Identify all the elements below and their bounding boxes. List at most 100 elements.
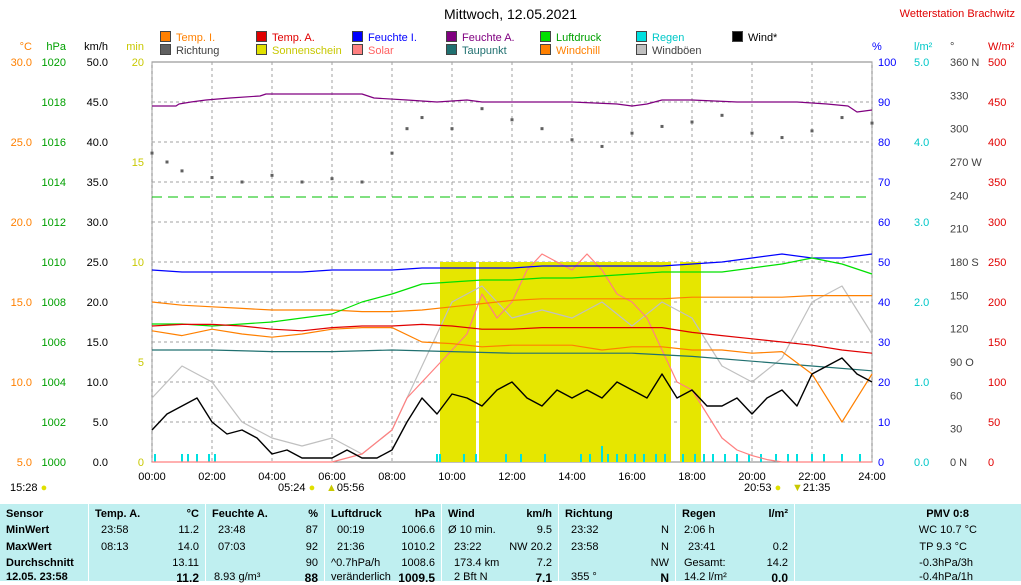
legend-item-gusts: Windböen	[636, 44, 702, 57]
axis-tick-temp: 30.0	[11, 57, 32, 69]
rain-bar	[682, 454, 684, 462]
x-tick-label: 04:00	[258, 471, 286, 483]
axis-tick-wind: 20.0	[87, 297, 108, 309]
rain-bar	[664, 454, 666, 462]
direction-point	[570, 138, 574, 142]
rain-bar	[712, 454, 714, 462]
axis-tick-wind: 45.0	[87, 97, 108, 109]
rain-bar	[214, 454, 216, 462]
axis-tick-temp: 15.0	[11, 297, 32, 309]
axis-tick-sunshine: 20	[132, 57, 144, 69]
direction-point	[360, 180, 364, 184]
rain-bar	[643, 454, 645, 462]
direction-point	[180, 169, 184, 173]
rain-bar	[181, 454, 183, 462]
legend-item-temp-outdoor: Temp. A.	[256, 31, 315, 44]
direction-point	[165, 160, 169, 164]
series-line-solar	[152, 253, 872, 463]
sunshine-block	[479, 262, 671, 462]
stats-col-wind: Wind km/h Ø 10 min. 9.5 23:22 NW 20.2 173.4…	[442, 504, 559, 585]
chart-title: Mittwoch, 12.05.2021	[443, 6, 578, 22]
axis-unit-direction: °	[950, 41, 954, 53]
axis-tick-pressure: 1000	[42, 457, 66, 469]
series-line-feuchte-a-	[152, 93, 873, 113]
axis-tick-direction: 60	[950, 390, 962, 402]
axis-tick-direction: 210	[950, 224, 968, 236]
axis-tick-solar: 300	[988, 217, 1006, 229]
rain-bar	[601, 446, 603, 462]
axis-tick-pressure: 1018	[42, 97, 66, 109]
rain-bar	[439, 454, 441, 462]
axis-tick-humidity: 80	[878, 137, 890, 149]
rain-bar	[724, 454, 726, 462]
axis-tick-solar: 450	[988, 97, 1006, 109]
axis-tick-rain: 1.0	[914, 377, 929, 389]
direction-point	[480, 107, 484, 111]
series-line-taupunkt	[152, 349, 873, 372]
stats-col-temp: Temp. A. °C 23:58 11.2 08:13 14.0 13.11 11.…	[89, 504, 206, 585]
rain-bar	[544, 454, 546, 462]
weather-chart: 00:00 02:00 04:00 06:00 08:00 10:00 12:00 14:00…	[11, 41, 1015, 483]
axis-unit-solar: W/m²	[988, 41, 1015, 53]
series-line-feuchte-i-	[151, 253, 873, 273]
axis-tick-solar: 500	[988, 57, 1006, 69]
rain-bar	[589, 454, 591, 462]
axis-tick-rain: 0.0	[914, 457, 929, 469]
legend-item-solar: Solar	[352, 44, 394, 57]
axis-unit-wind: km/h	[84, 41, 108, 53]
axis-tick-wind: 25.0	[87, 257, 108, 269]
direction-point	[330, 177, 334, 181]
direction-point	[750, 131, 754, 135]
axis-tick-humidity: 50	[878, 257, 890, 269]
axis-tick-sunshine: 5	[138, 357, 144, 369]
direction-point	[405, 127, 409, 131]
rain-bar	[436, 454, 438, 462]
direction-point	[210, 176, 214, 180]
legend-item-humidity-outdoor: Feuchte A.	[446, 31, 515, 44]
legend-item-windchill: Windchill	[540, 44, 600, 57]
direction-point	[300, 180, 304, 184]
axis-tick-direction: 270 W	[950, 157, 982, 169]
axis-tick-humidity: 0	[878, 457, 884, 469]
axis-tick-humidity: 100	[878, 57, 896, 69]
axis-tick-solar: 250	[988, 257, 1006, 269]
axis-tick-solar: 0	[988, 457, 994, 469]
direction-point	[420, 116, 424, 120]
rain-bar	[655, 454, 657, 462]
axis-tick-wind: 0.0	[93, 457, 108, 469]
stats-col-rain: Regen l/m² 2:06 h 23:41 0.2 Gesamt: 14.2 14…	[676, 504, 795, 585]
rain-bar	[859, 454, 861, 462]
series-line-temp-i-	[151, 295, 872, 313]
axis-tick-solar: 50	[988, 417, 1000, 429]
rain-bar	[505, 454, 507, 462]
x-tick-label: 08:00	[378, 471, 406, 483]
direction-point	[720, 113, 724, 117]
axis-tick-direction: 0 N	[950, 457, 967, 469]
rain-bar	[187, 454, 189, 462]
rain-bar	[748, 454, 750, 462]
axis-tick-pressure: 1008	[42, 297, 66, 309]
axis-unit-sunshine: min	[126, 41, 144, 53]
x-tick-label: 02:00	[198, 471, 226, 483]
stats-col-humidity: Feuchte A.% 23:48 87 07:03 92 90 8.93 g/m³…	[206, 504, 325, 585]
direction-point	[240, 180, 244, 184]
axis-tick-rain: 3.0	[914, 217, 929, 229]
axis-tick-rain: 5.0	[914, 57, 929, 69]
axis-tick-pressure: 1004	[42, 377, 66, 389]
axis-tick-wind: 15.0	[87, 337, 108, 349]
sunshine-block	[680, 262, 701, 462]
rain-bar	[580, 454, 582, 462]
series-line-windb-en	[151, 285, 873, 455]
legend-item-sunshine: Sonnenschein	[256, 44, 342, 57]
rain-bar	[787, 454, 789, 462]
axis-tick-humidity: 40	[878, 297, 890, 309]
axis-unit-pressure: hPa	[46, 41, 66, 53]
axis-tick-humidity: 60	[878, 217, 890, 229]
axis-tick-solar: 400	[988, 137, 1006, 149]
rain-bar	[463, 454, 465, 462]
direction-point	[540, 127, 544, 131]
axis-tick-temp: 5.0	[17, 457, 32, 469]
series-line-windchill	[151, 327, 873, 423]
direction-point	[600, 144, 604, 148]
axis-tick-direction: 300	[950, 124, 968, 136]
